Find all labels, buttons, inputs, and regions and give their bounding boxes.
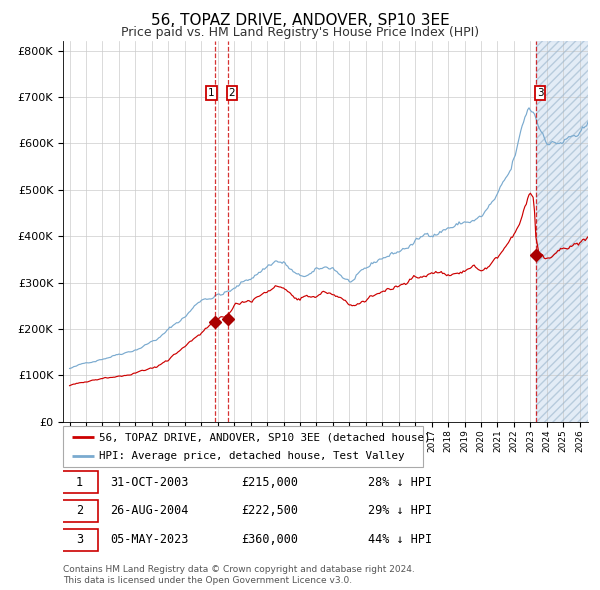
Text: £215,000: £215,000: [241, 476, 299, 489]
Text: Price paid vs. HM Land Registry's House Price Index (HPI): Price paid vs. HM Land Registry's House …: [121, 26, 479, 39]
FancyBboxPatch shape: [61, 471, 98, 493]
Text: 44% ↓ HPI: 44% ↓ HPI: [367, 533, 431, 546]
Text: 56, TOPAZ DRIVE, ANDOVER, SP10 3EE (detached house): 56, TOPAZ DRIVE, ANDOVER, SP10 3EE (deta…: [99, 432, 431, 442]
Text: 2: 2: [76, 504, 83, 517]
Text: 1: 1: [76, 476, 83, 489]
Text: £222,500: £222,500: [241, 504, 299, 517]
Bar: [536, 41, 600, 422]
Text: 3: 3: [537, 88, 544, 98]
FancyBboxPatch shape: [61, 529, 98, 550]
Text: 3: 3: [76, 533, 83, 546]
Text: 31-OCT-2003: 31-OCT-2003: [110, 476, 188, 489]
Text: 28% ↓ HPI: 28% ↓ HPI: [367, 476, 431, 489]
Text: 1: 1: [208, 88, 215, 98]
Text: HPI: Average price, detached house, Test Valley: HPI: Average price, detached house, Test…: [99, 451, 404, 461]
FancyBboxPatch shape: [63, 426, 423, 467]
Text: Contains HM Land Registry data © Crown copyright and database right 2024.
This d: Contains HM Land Registry data © Crown c…: [63, 565, 415, 585]
Text: 05-MAY-2023: 05-MAY-2023: [110, 533, 188, 546]
FancyBboxPatch shape: [61, 500, 98, 522]
Text: 26-AUG-2004: 26-AUG-2004: [110, 504, 188, 517]
Text: 56, TOPAZ DRIVE, ANDOVER, SP10 3EE: 56, TOPAZ DRIVE, ANDOVER, SP10 3EE: [151, 13, 449, 28]
Bar: [536, 41, 600, 422]
Text: 29% ↓ HPI: 29% ↓ HPI: [367, 504, 431, 517]
Text: 2: 2: [229, 88, 235, 98]
Text: £360,000: £360,000: [241, 533, 299, 546]
